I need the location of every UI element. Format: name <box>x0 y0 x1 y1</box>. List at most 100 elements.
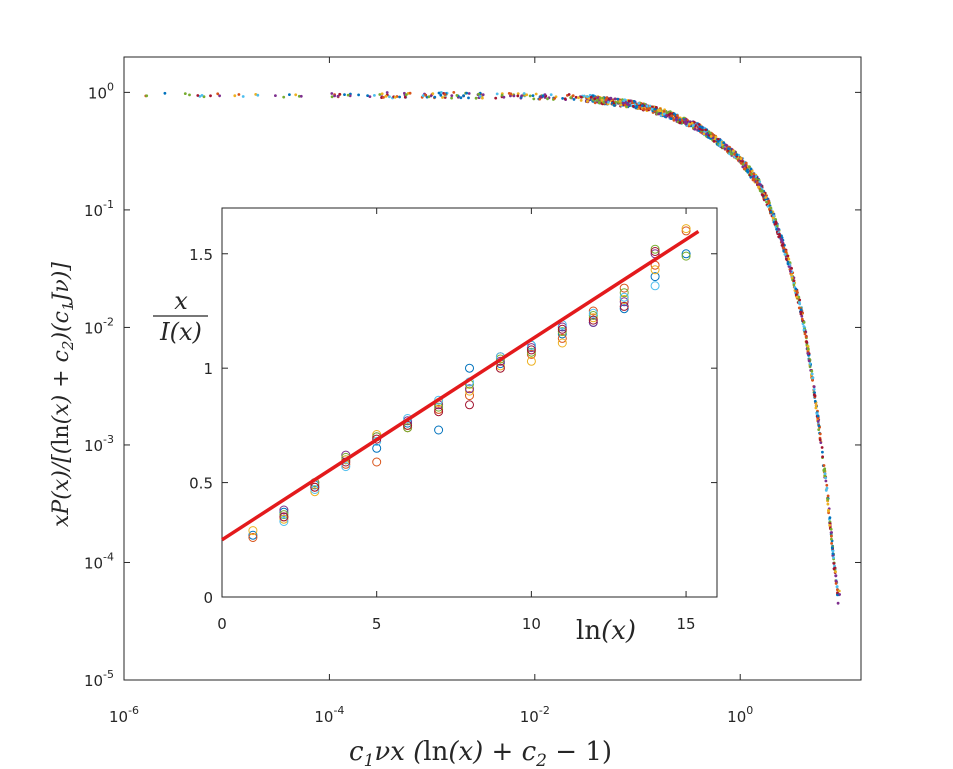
main-data-point <box>792 279 796 282</box>
main-data-point <box>622 99 626 103</box>
main-y-tick-label: 100 <box>88 80 114 102</box>
main-data-point <box>838 593 841 596</box>
inset-y-tick-label: 0 <box>203 589 213 607</box>
main-data-point <box>522 92 526 95</box>
inset-data-point <box>619 301 629 311</box>
main-data-point <box>775 224 779 228</box>
main-data-point <box>834 582 838 585</box>
inset-data-point <box>681 251 691 261</box>
main-data-point <box>385 91 389 94</box>
main-data-point <box>467 92 471 95</box>
main-data-point <box>427 95 431 99</box>
main-data-point <box>388 95 391 99</box>
main-data-point <box>452 91 456 94</box>
main-data-point <box>796 291 799 294</box>
main-data-point <box>832 556 835 559</box>
main-data-point <box>784 249 788 253</box>
main-data-point <box>586 99 589 103</box>
inset-data-point <box>557 322 567 332</box>
inset-data-point <box>403 423 413 433</box>
main-y-tick-label: 10-5 <box>84 668 114 690</box>
main-data-point <box>650 107 654 111</box>
main-data-point <box>808 362 812 365</box>
main-data-point <box>509 92 513 96</box>
inset-data-point <box>526 343 536 353</box>
main-data-point <box>254 93 258 96</box>
main-data-point <box>188 93 191 97</box>
inset-data-point <box>588 313 598 323</box>
main-data-point <box>777 228 781 231</box>
main-data-point <box>549 93 553 97</box>
main-data-point <box>619 103 623 107</box>
main-data-point <box>787 257 791 261</box>
main-data-point <box>477 92 480 96</box>
inset-data-point <box>526 345 536 355</box>
main-data-point <box>516 92 520 95</box>
main-data-point <box>828 523 832 527</box>
main-data-point <box>724 143 728 147</box>
main-data-point <box>709 135 713 138</box>
main-data-point <box>828 516 832 520</box>
main-data-point <box>202 95 206 99</box>
main-data-point <box>830 534 833 538</box>
inset-data-point <box>557 333 567 343</box>
main-data-point <box>739 157 743 161</box>
inset-data-point <box>341 462 351 472</box>
main-data-point <box>437 91 441 95</box>
inset-data-point <box>310 487 320 497</box>
main-data-point <box>817 424 821 428</box>
main-data-point <box>572 98 576 101</box>
main-y-axis-label: xP(x)/[(ln(x) + c2)(c1Jν)] <box>49 262 77 527</box>
main-data-point <box>589 95 593 99</box>
main-data-point <box>621 101 625 105</box>
main-data-point <box>824 489 828 492</box>
main-data-point <box>830 542 833 545</box>
main-data-point <box>145 94 149 98</box>
main-y-tick-label: 10-2 <box>84 315 114 337</box>
main-data-point <box>534 92 538 96</box>
main-data-point <box>595 98 599 102</box>
main-data-point <box>294 93 298 97</box>
inset-fit-line-path <box>221 229 700 542</box>
main-data-point <box>818 432 822 436</box>
main-data-point <box>657 108 660 112</box>
main-data-point <box>792 283 796 287</box>
main-data-point <box>780 238 783 242</box>
inset-x-tick-label: 5 <box>372 615 382 633</box>
main-data-point <box>520 94 524 98</box>
main-data-point <box>813 394 817 398</box>
main-data-point <box>601 96 605 100</box>
main-data-point <box>299 94 303 98</box>
inset-data-point <box>526 356 536 366</box>
main-data-point <box>618 99 622 103</box>
main-data-point <box>433 95 437 99</box>
inset-data-point <box>279 514 289 524</box>
inset-axis-ticks: 0 5 10 15 0 0.5 1 1.5 <box>189 208 717 633</box>
main-data-point <box>821 450 824 454</box>
main-data-point <box>832 567 836 571</box>
main-data-point <box>429 94 433 98</box>
main-data-point <box>382 96 385 99</box>
main-data-point <box>755 181 759 184</box>
main-data-point <box>642 107 646 111</box>
main-data-point <box>830 531 833 534</box>
main-data-point <box>825 483 829 487</box>
main-data-point <box>577 96 580 100</box>
main-data-point <box>196 94 200 97</box>
main-data-point <box>692 121 696 124</box>
inset-x-tick-label: 15 <box>677 615 696 633</box>
main-data-point <box>676 114 679 117</box>
main-data-point <box>786 254 790 258</box>
main-data-point <box>820 446 824 449</box>
main-x-axis-label: c1νx (ln(x) + c2 − 1) <box>349 737 612 769</box>
main-data-point <box>795 295 799 299</box>
main-data-point <box>593 97 597 101</box>
main-data-point <box>606 100 610 104</box>
main-x-tick-label: 10-2 <box>520 704 550 726</box>
main-data-point <box>804 335 808 339</box>
main-data-point <box>778 234 782 238</box>
main-data-point <box>802 328 806 332</box>
svg-text:x: x <box>174 287 188 315</box>
main-data-point <box>423 93 427 97</box>
